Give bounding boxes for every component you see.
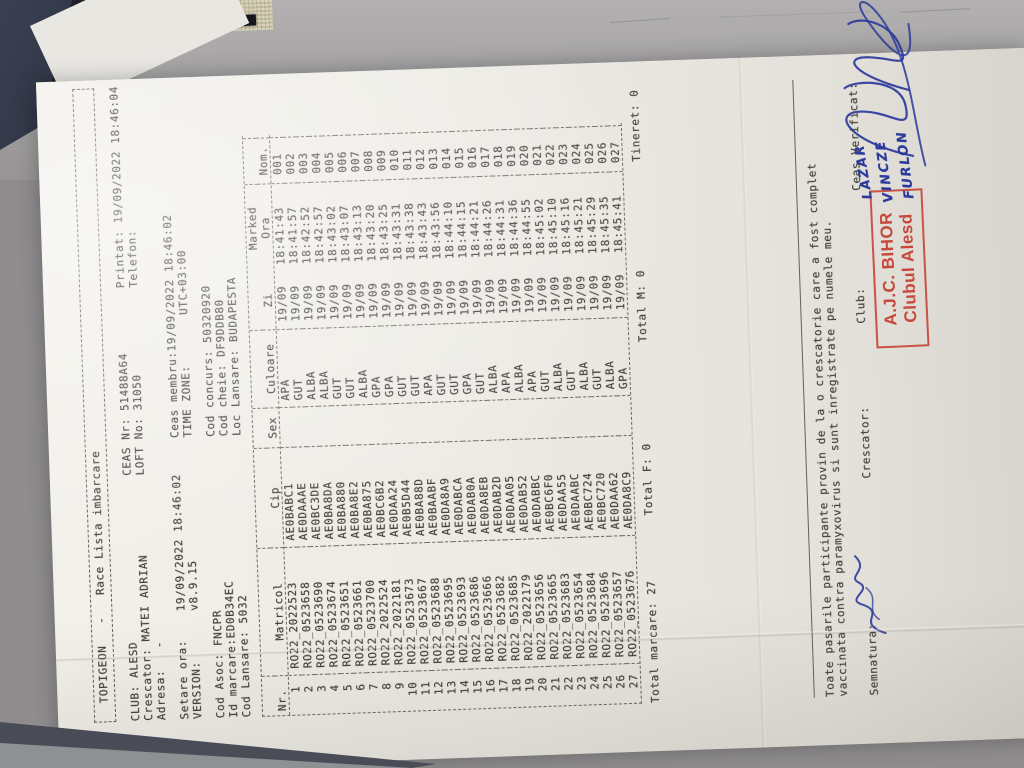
page-title: TOPIGEON - Race Lista imbarcare <box>88 450 111 704</box>
col-nr: Nr. <box>274 674 290 716</box>
club-label: Club: <box>853 287 868 324</box>
document-content: TOPIGEON - Race Lista imbarcare CLUB: AL… <box>36 0 1024 768</box>
table-rows: 1RO22_2022523AE0BABC1APA19/0918:41:43001… <box>269 123 641 715</box>
handwritten-name-1: LAZAR <box>852 142 876 201</box>
col-nom: Nom. <box>255 137 271 184</box>
paper-sheet: TOPIGEON - Race Lista imbarcare CLUB: AL… <box>35 0 1024 768</box>
crescator-label: Crescator: <box>857 406 874 479</box>
semnatura-label: Semnatura: <box>865 623 881 696</box>
col-culoare: Culoare <box>262 329 279 408</box>
col-sex: Sex <box>265 407 280 448</box>
signature-area: Semnatura: Crescator: Club: Ceas Verific… <box>839 0 991 696</box>
club-stamp: A.J.C. BIHOR Clubul Alesd <box>869 188 930 349</box>
col-zi: Zi <box>261 293 275 308</box>
pigeon-table: Marked Nr.MatricolCipSexCuloareZiOraNom.… <box>241 123 642 717</box>
faint-pencil-marks <box>600 2 1020 42</box>
